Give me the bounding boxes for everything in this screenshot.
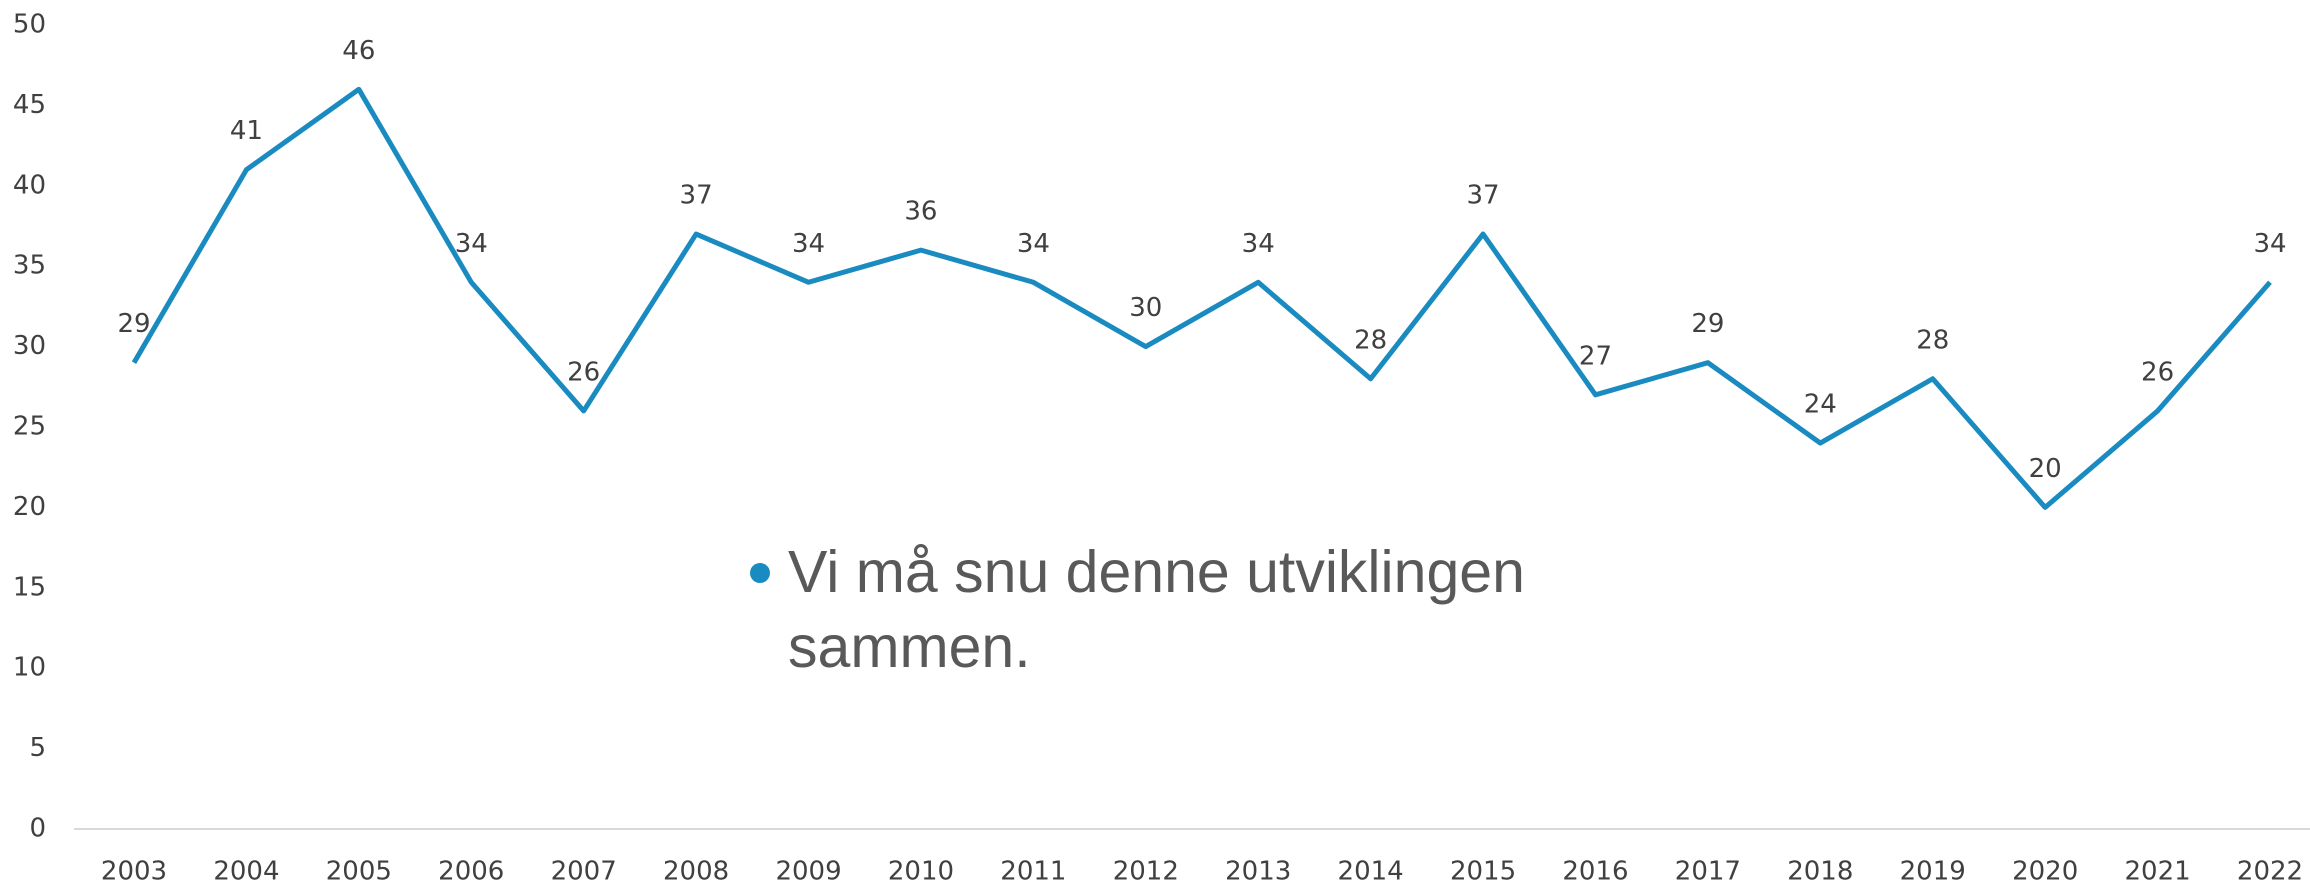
y-tick-label: 0 [29,814,46,844]
y-tick-label: 5 [29,733,46,763]
data-label: 37 [1467,181,1500,211]
data-label: 28 [1354,325,1387,355]
y-tick-label: 20 [13,492,46,522]
y-tick-label: 30 [13,331,46,361]
y-tick-label: 40 [13,170,46,200]
data-label: 20 [2029,454,2062,484]
data-label: 36 [904,197,937,227]
bullet [750,563,770,583]
x-tick-label: 2012 [1113,857,1179,884]
data-label: 26 [2141,357,2174,387]
x-tick-label: 2009 [775,857,841,884]
x-tick-label: 2010 [888,857,954,884]
data-label: 28 [1916,325,1949,355]
y-tick-label: 45 [13,90,46,120]
annotation: Vi må snu denne utviklingen sammen. [788,539,1525,680]
x-tick-label: 2007 [551,857,617,884]
data-label: 24 [1804,390,1837,420]
data-label: 34 [1242,229,1275,259]
x-tick-label: 2004 [213,857,279,884]
x-tick-label: 2017 [1675,857,1741,884]
x-tick-label: 2013 [1225,857,1291,884]
y-tick-label: 25 [13,412,46,442]
x-tick-label: 2008 [663,857,729,884]
x-tick-label: 2018 [1787,857,1853,884]
x-tick-label: 2019 [1900,857,1966,884]
x-tick-label: 2011 [1000,857,1066,884]
x-tick-label: 2021 [2124,857,2190,884]
data-label: 29 [117,309,150,339]
y-tick-label: 35 [13,251,46,281]
x-tick-label: 2003 [101,857,167,884]
line [131,86,2272,510]
data-label: 34 [2253,229,2286,259]
x-tick-label: 2014 [1338,857,1404,884]
x-tick-label: 2022 [2237,857,2303,884]
data-label: 41 [230,116,263,146]
data-label: 34 [455,229,488,259]
y-tick-label: 50 [13,10,46,40]
y-tick-label: 10 [13,653,46,683]
data-label: 34 [792,229,825,259]
data-label: 34 [1017,229,1050,259]
data-label: 29 [1691,309,1724,339]
x-tick-label: 2020 [2012,857,2078,884]
data-label: 26 [567,357,600,387]
data-label: 37 [680,181,713,211]
data-label: 30 [1129,293,1162,323]
x-tick-label: 2016 [1562,857,1628,884]
data-label: 27 [1579,341,1612,371]
x-tick-label: 2015 [1450,857,1516,884]
data-label: 46 [342,36,375,66]
x-tick-label: 2005 [326,857,392,884]
y-tick-label: 15 [13,572,46,602]
x-tick-label: 2006 [438,857,504,884]
